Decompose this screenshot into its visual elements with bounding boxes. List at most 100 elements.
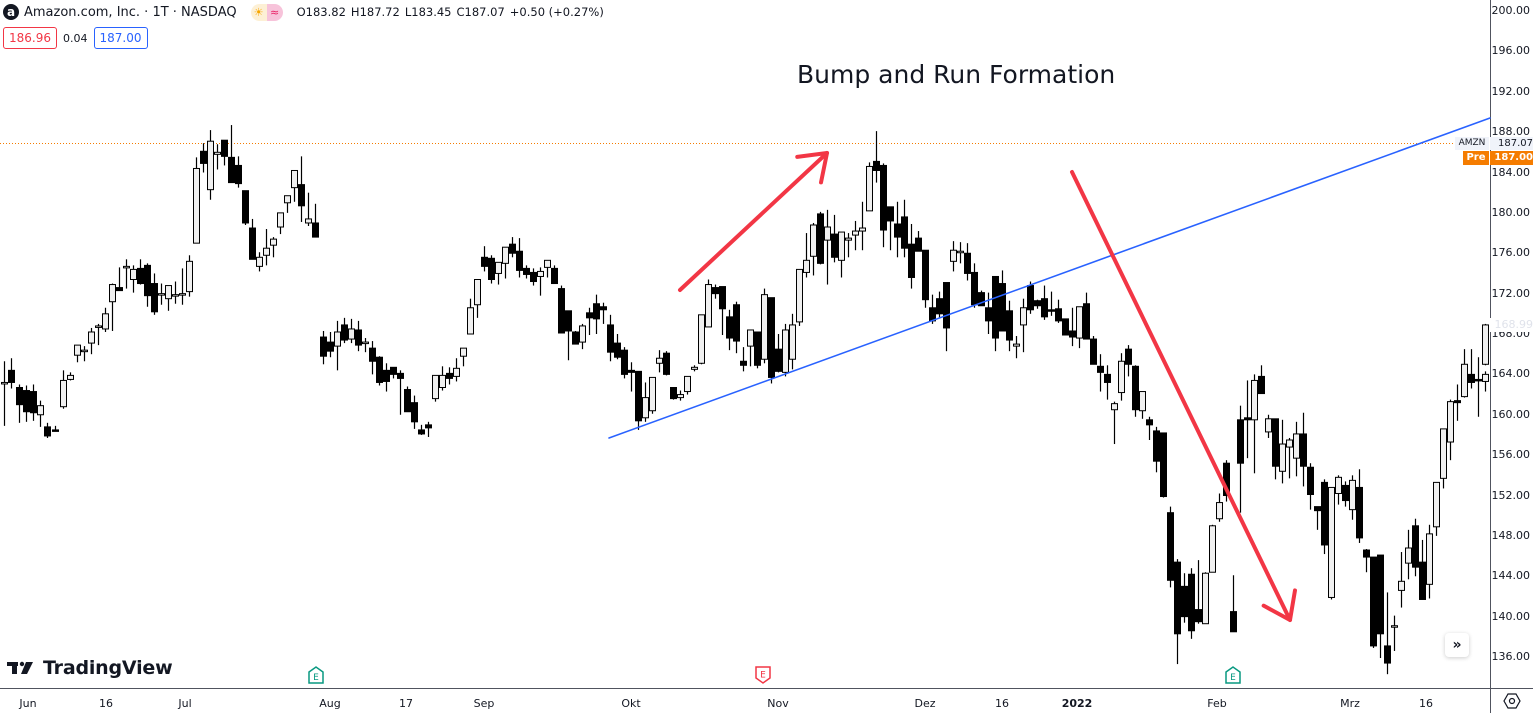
session-status-pill[interactable]: ☀ ≈ [250, 3, 283, 21]
candle [355, 320, 362, 352]
candle [873, 131, 880, 183]
premarket-tag: Pre [1463, 151, 1489, 165]
price-axis-label: 148.00 [1491, 528, 1531, 542]
candle [761, 288, 768, 364]
candle [1034, 299, 1041, 309]
price-axis-label: 160.00 [1491, 407, 1531, 421]
earnings-marker-beat[interactable]: E [1225, 666, 1241, 684]
candle [74, 344, 81, 363]
candle [1391, 615, 1398, 651]
candle [642, 382, 649, 422]
approx-wave-icon: ≈ [266, 3, 283, 21]
drawings-layer[interactable] [608, 117, 1491, 622]
blue-support-trendline[interactable] [608, 117, 1491, 439]
candle [425, 421, 432, 437]
time-axis-label: 16 [995, 697, 1009, 710]
annotation-title[interactable]: Bump and Run Formation [797, 60, 1116, 89]
candle [305, 192, 312, 227]
earnings-e-icon: E [755, 666, 771, 684]
candle [1342, 481, 1349, 507]
symbol-title[interactable]: Amazon.com, Inc. · 1T · NASDAQ [24, 4, 237, 20]
candle [733, 301, 740, 354]
change-value: +0.50 (+0.27%) [509, 5, 604, 19]
candle [1111, 401, 1118, 445]
candle [404, 386, 411, 413]
candle [102, 307, 109, 332]
candle [684, 375, 691, 395]
candle [1300, 412, 1307, 487]
candle [600, 302, 607, 324]
candle [81, 346, 88, 362]
symbol-legend[interactable]: a Amazon.com, Inc. · 1T · NASDAQ ☀ ≈ O18… [3, 1, 604, 23]
candle [1468, 349, 1475, 389]
candle [495, 261, 502, 285]
time-axis-label: Mrz [1340, 697, 1360, 710]
candle [453, 358, 460, 382]
candle [1293, 421, 1300, 477]
candle [1398, 552, 1405, 608]
candle [1160, 432, 1167, 498]
candle [397, 370, 404, 415]
earnings-marker-miss[interactable]: E [755, 666, 771, 684]
candle [614, 334, 621, 360]
time-axis-label: Okt [621, 697, 641, 710]
candle [460, 347, 467, 367]
candle [544, 259, 551, 278]
candle [439, 366, 446, 391]
candle [670, 387, 677, 400]
candle [1314, 506, 1321, 530]
candle [16, 384, 23, 423]
candle [151, 273, 158, 315]
candle [1307, 463, 1314, 510]
sun-icon: ☀ [250, 3, 267, 21]
candle [1265, 414, 1272, 438]
time-axis-label: 16 [1419, 697, 1433, 710]
svg-text:E: E [313, 673, 319, 683]
bump-up-arrow[interactable] [678, 151, 829, 292]
open-value: 183.82 [305, 5, 346, 19]
svg-text:E: E [1230, 673, 1236, 683]
buy-button[interactable]: 187.00 [93, 27, 148, 49]
candle [207, 130, 214, 200]
candle [1447, 399, 1454, 461]
candle [1384, 592, 1391, 675]
candle [593, 294, 600, 335]
gear-icon [1503, 693, 1521, 709]
close-value: 187.07 [464, 5, 505, 19]
time-axis-label: Feb [1207, 697, 1227, 710]
candle [1370, 556, 1377, 648]
candle [1454, 384, 1461, 421]
candle [52, 425, 59, 432]
candle [509, 237, 516, 258]
candle [635, 370, 642, 430]
price-axis-label: 156.00 [1491, 448, 1531, 462]
candle [411, 395, 418, 429]
earnings-marker-beat[interactable]: E [308, 666, 324, 684]
candle [1482, 323, 1489, 366]
candle [1405, 529, 1412, 580]
candle [298, 156, 305, 222]
sell-button[interactable]: 186.96 [3, 27, 57, 49]
price-axis-label: 176.00 [1491, 246, 1531, 260]
candle [705, 279, 712, 328]
candle [1188, 568, 1195, 639]
last-bar-price: 168.99 [1490, 318, 1533, 332]
candle [291, 169, 298, 202]
candle [796, 268, 803, 326]
scroll-to-realtime-button[interactable]: » [1445, 633, 1469, 657]
chart-settings-button[interactable] [1503, 692, 1521, 710]
candle [712, 284, 719, 299]
candle [1433, 481, 1440, 536]
candle [116, 267, 123, 292]
candle [8, 358, 15, 389]
candle [663, 351, 670, 376]
candle [740, 347, 747, 372]
candle [1258, 365, 1265, 395]
tradingview-logo[interactable]: TradingView [7, 657, 173, 679]
candle [936, 291, 943, 318]
candle [284, 195, 291, 213]
candle [1230, 575, 1237, 633]
run-down-arrow[interactable] [1070, 170, 1292, 622]
candle [775, 334, 782, 373]
